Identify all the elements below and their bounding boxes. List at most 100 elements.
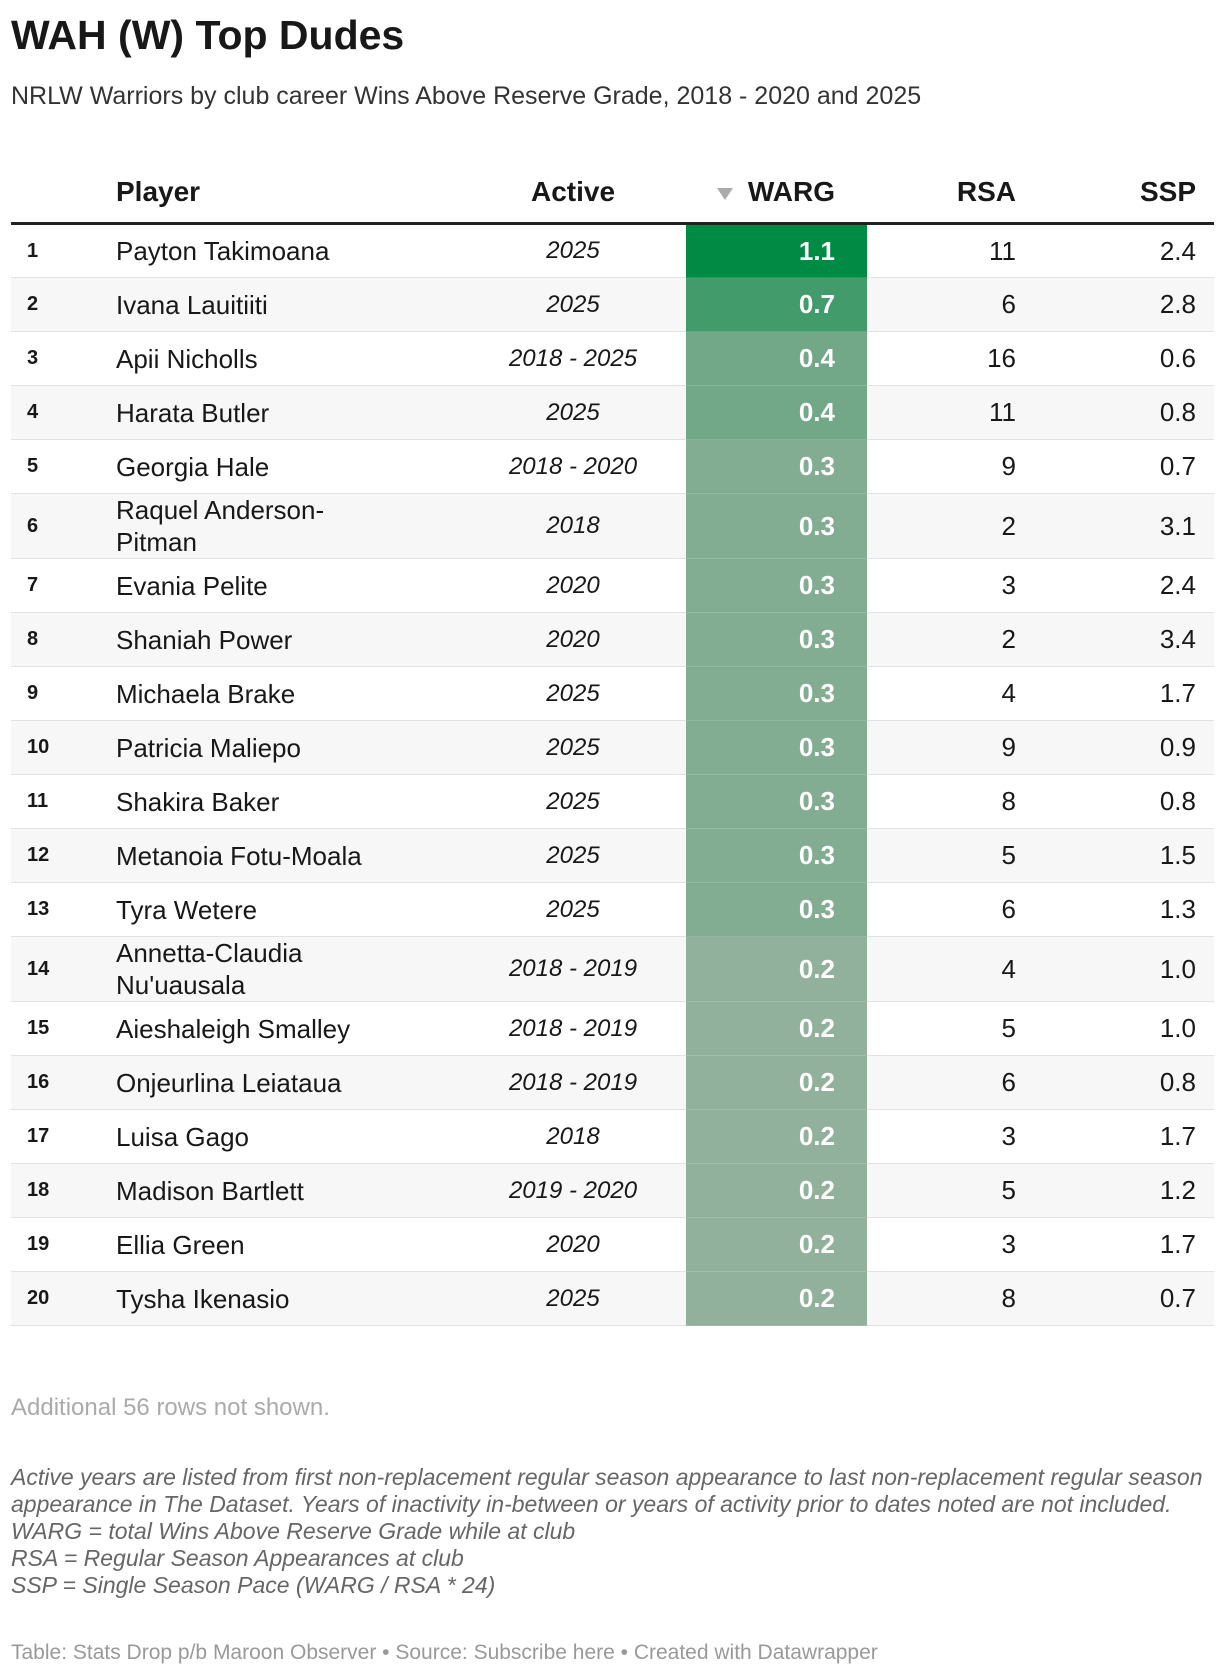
table-row: 18 Madison Bartlett 2019 - 2020 0.2 5 1.2 bbox=[11, 1163, 1214, 1218]
cell: 10 bbox=[11, 720, 116, 775]
cell: 4 bbox=[11, 385, 116, 440]
cell: 6 bbox=[11, 493, 116, 559]
notes: Active years are listed from first non-r… bbox=[11, 1464, 1206, 1599]
cell: 2018 - 2020 bbox=[460, 439, 686, 494]
cell: Evania Pelite bbox=[116, 558, 460, 613]
cell: 2025 bbox=[460, 720, 686, 775]
cell: 2025 bbox=[460, 774, 686, 829]
cell: Aieshaleigh Smalley bbox=[116, 1001, 460, 1056]
cell: 1 bbox=[11, 223, 116, 278]
note-line: WARG = total Wins Above Reserve Grade wh… bbox=[11, 1518, 576, 1544]
cell: 19 bbox=[11, 1217, 116, 1272]
cell: 8 bbox=[867, 774, 1040, 829]
cell: 5 bbox=[11, 439, 116, 494]
table-row: 6 Raquel Anderson-Pitman 2018 0.3 2 3.1 bbox=[11, 493, 1214, 559]
player-name: Tysha Ikenasio bbox=[116, 1283, 290, 1314]
note-line: RSA = Regular Season Appearances at club bbox=[11, 1545, 464, 1571]
cell: 2 bbox=[867, 493, 1040, 559]
cell: 0.9 bbox=[1040, 720, 1214, 775]
cell: 15 bbox=[11, 1001, 116, 1056]
cell: 0.3 bbox=[686, 612, 867, 667]
cell: 20 bbox=[11, 1271, 116, 1326]
cell: 1.0 bbox=[1040, 936, 1214, 1002]
player-name: Annetta-Claudia Nu'uausala bbox=[116, 938, 303, 1000]
cell: Payton Takimoana bbox=[116, 223, 460, 278]
cell: 0.2 bbox=[686, 1217, 867, 1272]
cell: 2.8 bbox=[1040, 277, 1214, 332]
cell: 2025 bbox=[460, 666, 686, 721]
credit: Table: Stats Drop p/b Maroon Observer • … bbox=[11, 1641, 878, 1664]
cell: 2018 bbox=[460, 493, 686, 559]
sort-icon bbox=[716, 188, 733, 200]
table-row: 1 Payton Takimoana 2025 1.1 11 2.4 bbox=[11, 223, 1214, 278]
cell: Apii Nicholls bbox=[116, 331, 460, 386]
cell: Michaela Brake bbox=[116, 666, 460, 721]
table-row: 7 Evania Pelite 2020 0.3 3 2.4 bbox=[11, 558, 1214, 613]
cell: 0.2 bbox=[686, 1163, 867, 1218]
cell: 11 bbox=[867, 223, 1040, 278]
cell: 0.8 bbox=[1040, 774, 1214, 829]
cell: 1.2 bbox=[1040, 1163, 1214, 1218]
table-row: 3 Apii Nicholls 2018 - 2025 0.4 16 0.6 bbox=[11, 331, 1214, 386]
cell: 2018 - 2019 bbox=[460, 936, 686, 1002]
cell: 4 bbox=[867, 666, 1040, 721]
cell: 1.7 bbox=[1040, 1217, 1214, 1272]
cell: Georgia Hale bbox=[116, 439, 460, 494]
cell: 3.4 bbox=[1040, 612, 1214, 667]
cell: 2020 bbox=[460, 558, 686, 613]
cell: 0.8 bbox=[1040, 1055, 1214, 1110]
header-cell[interactable]: Player bbox=[116, 162, 460, 225]
cell: 14 bbox=[11, 936, 116, 1002]
cell: 0.2 bbox=[686, 1001, 867, 1056]
cell: 1.1 bbox=[686, 223, 867, 278]
cell: 13 bbox=[11, 882, 116, 937]
cell: 6 bbox=[867, 277, 1040, 332]
cell: 1.5 bbox=[1040, 828, 1214, 883]
cell: 16 bbox=[11, 1055, 116, 1110]
table-row: 9 Michaela Brake 2025 0.3 4 1.7 bbox=[11, 666, 1214, 721]
table-row: 12 Metanoia Fotu-Moala 2025 0.3 5 1.5 bbox=[11, 828, 1214, 883]
table-row: 20 Tysha Ikenasio 2025 0.2 8 0.7 bbox=[11, 1271, 1214, 1326]
header-cell[interactable]: WARG bbox=[686, 162, 867, 225]
cell: Onjeurlina Leiataua bbox=[116, 1055, 460, 1110]
table-row: 15 Aieshaleigh Smalley 2018 - 2019 0.2 5 1.0 bbox=[11, 1001, 1214, 1056]
cell: 0.3 bbox=[686, 828, 867, 883]
cell: 2019 - 2020 bbox=[460, 1163, 686, 1218]
cell: Madison Bartlett bbox=[116, 1163, 460, 1218]
cell: Raquel Anderson-Pitman bbox=[116, 493, 460, 559]
cell: 3 bbox=[867, 558, 1040, 613]
player-name: Apii Nicholls bbox=[116, 343, 258, 374]
note-line: Active years are listed from first non-r… bbox=[11, 1464, 1203, 1517]
cell: Metanoia Fotu-Moala bbox=[116, 828, 460, 883]
cell: 0.4 bbox=[686, 331, 867, 386]
header-cell[interactable]: SSP bbox=[1040, 162, 1214, 225]
cell: 2018 bbox=[460, 1109, 686, 1164]
player-name: Shakira Baker bbox=[116, 786, 280, 817]
title: WAH (W) Top Dudes bbox=[11, 12, 405, 58]
cell: 2025 bbox=[460, 828, 686, 883]
cell: 11 bbox=[867, 385, 1040, 440]
table-row: 17 Luisa Gago 2018 0.2 3 1.7 bbox=[11, 1109, 1214, 1164]
cell: 0.8 bbox=[1040, 385, 1214, 440]
cell: 18 bbox=[11, 1163, 116, 1218]
player-name: Payton Takimoana bbox=[116, 236, 330, 266]
player-name: Madison Bartlett bbox=[116, 1175, 304, 1206]
header-cell[interactable]: Active bbox=[460, 162, 686, 225]
player-name: Aieshaleigh Smalley bbox=[116, 1013, 351, 1044]
cell: 1.7 bbox=[1040, 1109, 1214, 1164]
cell: 2025 bbox=[460, 223, 686, 278]
player-name: Patricia Maliepo bbox=[116, 732, 301, 763]
table-row: 5 Georgia Hale 2018 - 2020 0.3 9 0.7 bbox=[11, 439, 1214, 494]
cell: Tysha Ikenasio bbox=[116, 1271, 460, 1326]
cell: Harata Butler bbox=[116, 385, 460, 440]
cell: 16 bbox=[867, 331, 1040, 386]
cell: 0.2 bbox=[686, 1271, 867, 1326]
table-row: 10 Patricia Maliepo 2025 0.3 9 0.9 bbox=[11, 720, 1214, 775]
header-row: Player Active WARG RSA SSP bbox=[11, 162, 1214, 225]
cell: 5 bbox=[867, 828, 1040, 883]
header-cell[interactable]: RSA bbox=[867, 162, 1040, 225]
cell: 5 bbox=[867, 1001, 1040, 1056]
cell: 6 bbox=[867, 1055, 1040, 1110]
table-body: 1 Payton Takimoana 2025 1.1 11 2.4 2 Ivana Laui… bbox=[11, 223, 1214, 1326]
table-row: 4 Harata Butler 2025 0.4 11 0.8 bbox=[11, 385, 1214, 440]
